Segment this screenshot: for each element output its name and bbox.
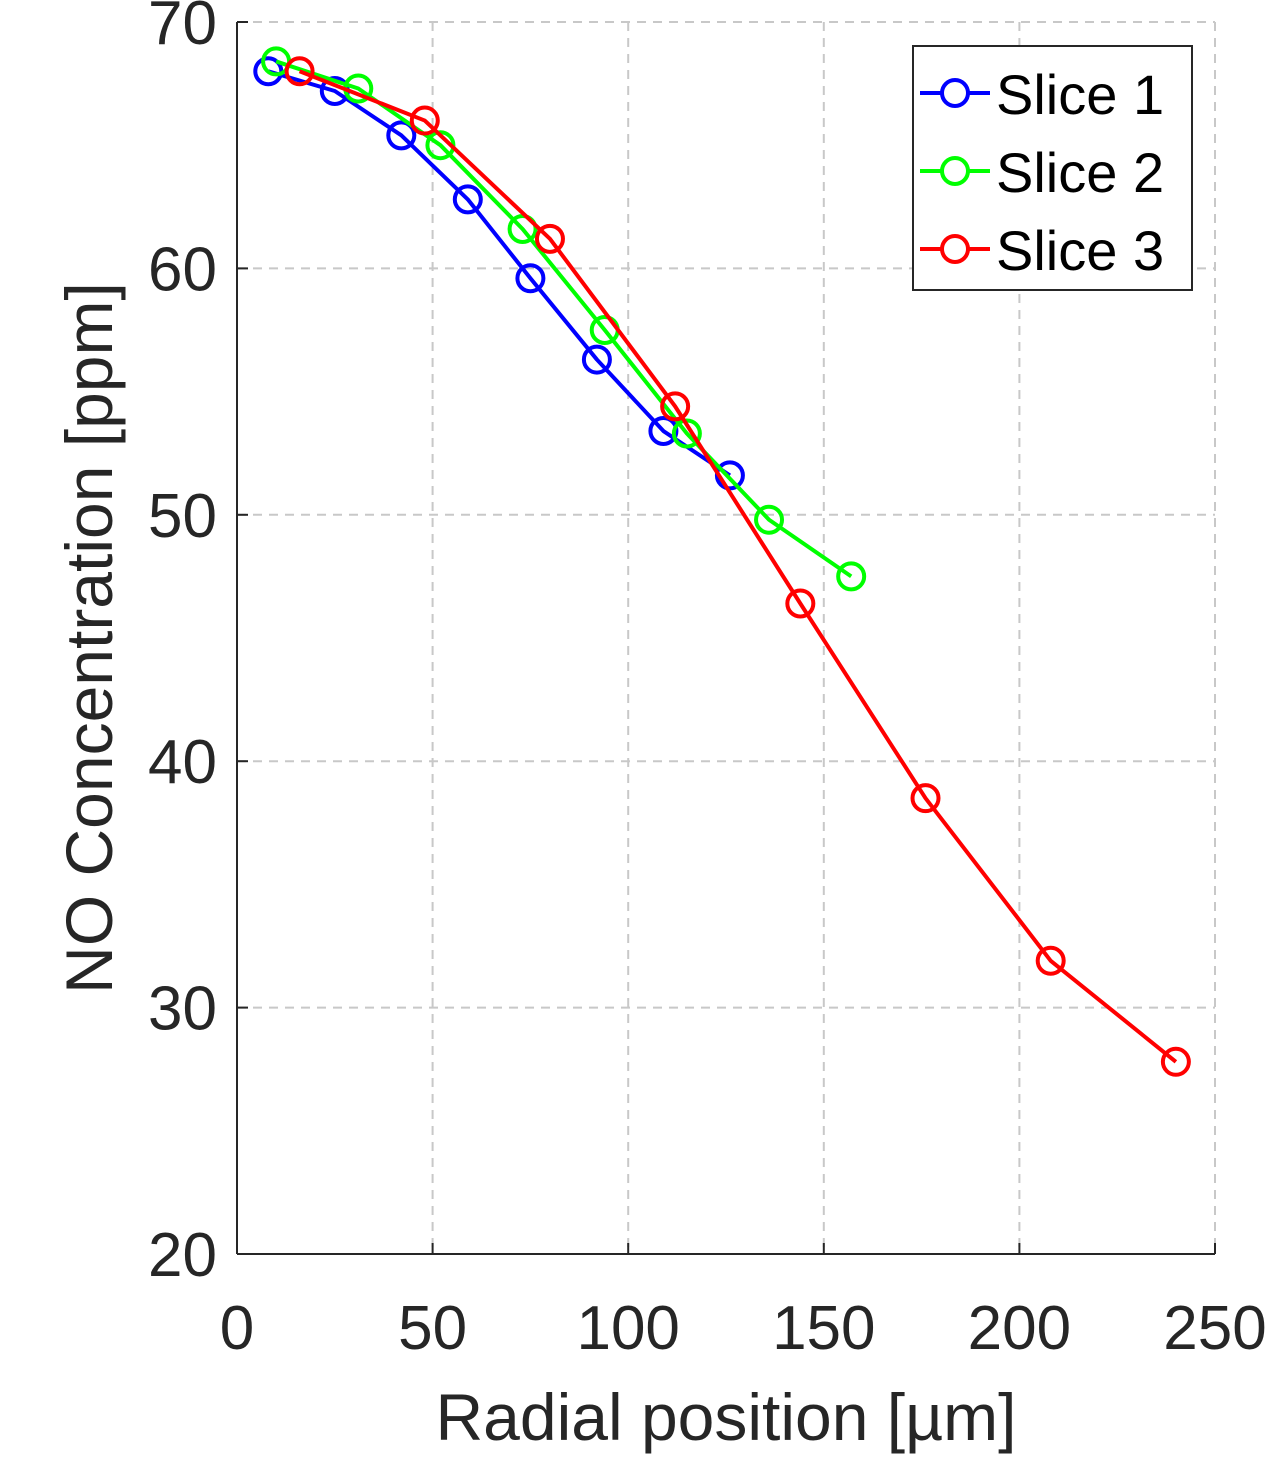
series-line [298,69,1178,1064]
y-tick-label: 70 [148,0,217,58]
data-point [1160,1046,1191,1077]
data-point [910,783,941,814]
data-point [785,588,816,619]
legend: Slice 1 Slice 2 Slice 3 [912,45,1193,291]
grid [237,21,1216,1254]
axes [236,21,1216,1255]
data-point [452,184,483,215]
x-tick-label: 200 [968,1294,1071,1363]
series-line [267,69,732,478]
data-point [409,105,440,136]
y-axis-label: NO Concentration [ppm] [52,282,126,994]
legend-marker [940,234,970,264]
data-point [671,418,702,449]
x-axis-label: Radial position [µm] [436,1380,1017,1454]
data-point [386,120,417,151]
y-tick-label: 60 [148,235,217,304]
y-tick-label: 50 [148,482,217,551]
y-tick-label: 30 [148,975,217,1044]
data-point [515,263,546,294]
x-tick-label: 250 [1163,1294,1266,1363]
data-point [1035,945,1066,976]
x-tick-label: 150 [772,1294,875,1363]
series-1 [253,56,745,491]
tick-labels: 0 50 100 150 200 250 20 30 40 50 60 70 [148,0,1267,1363]
series-group [253,46,1191,1077]
data-point [534,223,565,254]
x-tick-label: 50 [398,1294,467,1363]
legend-label: Slice 1 [996,63,1164,126]
series-3 [284,56,1191,1077]
legend-label: Slice 2 [996,141,1164,204]
x-tick-label: 0 [220,1294,254,1363]
legend-item: Slice 1 [920,63,1164,126]
legend-marker [940,156,970,186]
data-point [836,561,867,592]
data-point [754,504,785,535]
legend-item: Slice 2 [920,141,1164,204]
legend-item: Slice 3 [920,219,1164,282]
y-tick-label: 40 [148,728,217,797]
data-point [284,56,315,87]
y-tick-label: 20 [148,1221,217,1290]
legend-marker [940,78,970,108]
data-point [507,213,538,244]
data-point [581,344,612,375]
data-point [660,391,691,422]
data-point [648,416,679,447]
legend-label: Slice 3 [996,219,1164,282]
x-tick-label: 100 [576,1294,679,1363]
